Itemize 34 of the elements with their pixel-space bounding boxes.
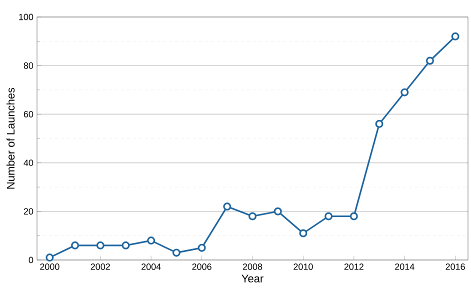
y-axis-title: Number of Launches — [6, 88, 15, 189]
x-tick-label: 2008 — [242, 264, 262, 270]
x-tick-label: 2010 — [294, 264, 313, 270]
point — [198, 244, 206, 252]
y-tick-label: 20 — [24, 208, 34, 215]
point — [299, 229, 308, 238]
point — [147, 236, 156, 245]
x-axis-title: Year — [242, 274, 264, 282]
x-tick-label: 2012 — [344, 264, 364, 270]
y-tick-label: 80 — [24, 62, 34, 69]
point — [324, 212, 333, 220]
point — [96, 241, 104, 250]
y-tick-label: 100 — [19, 14, 34, 20]
point — [274, 207, 282, 216]
y-tick-label: 60 — [24, 111, 34, 118]
x-tick-label: 2000 — [40, 264, 60, 270]
x-tick-label: 2006 — [192, 264, 212, 270]
point — [451, 32, 460, 40]
point — [122, 241, 130, 250]
point — [46, 254, 54, 262]
point — [426, 56, 434, 65]
y-tick-label: 40 — [24, 160, 34, 166]
point — [248, 212, 257, 220]
point — [375, 120, 384, 128]
x-tick-label: 2016 — [446, 264, 465, 270]
x-tick-label: 2002 — [90, 264, 110, 270]
point — [223, 202, 232, 211]
x-tick-label: 2004 — [142, 264, 161, 270]
point — [400, 88, 409, 96]
point — [172, 248, 180, 257]
point — [71, 241, 80, 250]
x-tick-label: 2014 — [395, 264, 414, 270]
y-tick-label: 0 — [28, 256, 34, 264]
point — [350, 212, 358, 220]
